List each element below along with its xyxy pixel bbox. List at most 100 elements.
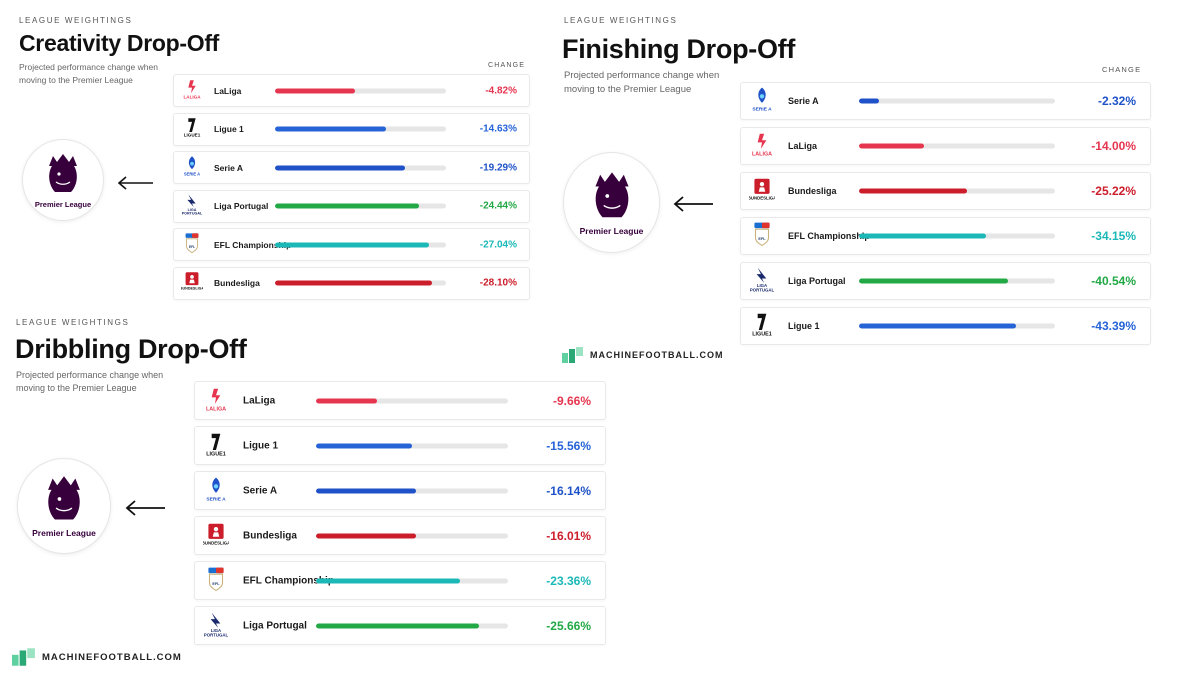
dribbling-panel: LEAGUE WEIGHTINGS Dribbling Drop-Off Pro… (0, 310, 620, 650)
svg-text:LIGUE1: LIGUE1 (184, 133, 201, 138)
bar-track (859, 233, 1055, 239)
league-name: EFL Championship (214, 239, 292, 250)
bar-track (316, 398, 508, 403)
svg-text:LIGUE1: LIGUE1 (752, 331, 772, 336)
bar-fill (859, 323, 1016, 329)
svg-text:LALIGA: LALIGA (752, 151, 772, 156)
change-value: -16.14% (546, 483, 591, 498)
svg-text:LALIGA: LALIGA (183, 94, 201, 99)
bar-fill (859, 233, 987, 239)
bar-track (859, 188, 1055, 194)
brand-text: MACHINEFOOTBALL.COM (590, 350, 724, 360)
bar-track (859, 143, 1055, 149)
league-row: BUNDESLIGA Bundesliga -16.01% (194, 516, 606, 555)
panel-title: Dribbling Drop-Off (15, 334, 247, 364)
panel-kicker: LEAGUE WEIGHTINGS (564, 16, 678, 25)
league-row: SERIE A Serie A -2.32% (740, 82, 1151, 120)
brand-text: MACHINEFOOTBALL.COM (42, 651, 182, 663)
serie-a-logo-icon: SERIE A (181, 154, 203, 181)
bar-fill (275, 242, 429, 247)
panel-subtitle: Projected performance change when moving… (19, 62, 158, 85)
bar-fill (859, 278, 1008, 284)
league-name: Ligue 1 (214, 124, 244, 134)
league-name: Bundesliga (243, 530, 297, 541)
panel-title: Creativity Drop-Off (19, 30, 220, 56)
efl-championship-logo-icon: EFL (203, 565, 229, 596)
league-name: LaLiga (214, 85, 242, 96)
change-value: -14.63% (479, 123, 517, 135)
bar-fill (859, 143, 924, 149)
change-value: -16.01% (546, 528, 591, 543)
league-row: LIGUE1 Ligue 1 -14.63% (173, 112, 530, 146)
league-name: Ligue 1 (788, 321, 820, 331)
league-name: LaLiga (243, 395, 276, 406)
bar-fill (275, 280, 433, 286)
league-row: LIGA PORTUGAL Liga Portugal -25.66% (194, 606, 606, 645)
svg-text:PORTUGAL: PORTUGAL (182, 212, 203, 215)
change-value: -19.29% (479, 162, 517, 173)
league-row: LALIGA LaLiga -4.82% (173, 74, 530, 107)
league-name: Bundesliga (214, 278, 260, 288)
league-row: LIGUE1 Ligue 1 -15.56% (194, 426, 606, 465)
league-row: LALIGA LaLiga -14.00% (740, 127, 1151, 165)
bar-fill (275, 88, 356, 93)
svg-text:SERIE A: SERIE A (206, 496, 226, 501)
change-value: -23.36% (546, 573, 591, 588)
change-header: CHANGE (488, 62, 526, 69)
bar-fill (316, 623, 480, 628)
ligue-1-logo-icon: LIGUE1 (749, 311, 775, 342)
premier-league-label: Premier League (32, 528, 96, 538)
league-row: LALIGA LaLiga -9.66% (194, 381, 606, 420)
league-name: Serie A (788, 96, 819, 106)
league-row: LIGA PORTUGAL Liga Portugal -40.54% (740, 262, 1151, 300)
bar-fill (859, 98, 879, 104)
panel-title: Finishing Drop-Off (562, 34, 796, 64)
laliga-logo-icon: LALIGA (749, 131, 775, 162)
league-row: LIGUE1 Ligue 1 -43.39% (740, 307, 1151, 345)
svg-text:EFL: EFL (212, 582, 220, 586)
league-name: Bundesliga (788, 186, 837, 196)
change-value: -24.44% (479, 200, 517, 212)
league-name: Liga Portugal (214, 201, 269, 211)
bar-track (275, 165, 446, 170)
ligue-1-logo-icon: LIGUE1 (203, 430, 229, 461)
bar-fill (316, 533, 416, 538)
premier-league-logo: Premier League (22, 139, 104, 221)
efl-championship-logo-icon: EFL (181, 231, 203, 258)
svg-text:BUNDESLIGA: BUNDESLIGA (749, 195, 775, 200)
arrow-left-icon (117, 176, 153, 190)
liga-portugal-logo-icon: LIGA PORTUGAL (181, 193, 203, 220)
change-value: -43.39% (1091, 319, 1136, 333)
league-row: BUNDESLIGA Bundesliga -25.22% (740, 172, 1151, 210)
bar-track (275, 88, 446, 93)
bundesliga-logo-icon: BUNDESLIGA (180, 270, 204, 297)
svg-text:BUNDESLIGA: BUNDESLIGA (203, 540, 229, 545)
laliga-logo-icon: LALIGA (203, 385, 229, 416)
bar-track (275, 126, 446, 132)
bar-track (275, 203, 446, 209)
bar-track (859, 98, 1055, 104)
league-name: Liga Portugal (788, 276, 846, 286)
change-value: -4.82% (485, 85, 517, 96)
bar-track (275, 280, 446, 286)
svg-text:LIGA: LIGA (757, 283, 768, 288)
liga-portugal-logo-icon: LIGA PORTUGAL (203, 610, 229, 641)
serie-a-logo-icon: SERIE A (203, 475, 229, 506)
change-value: -25.66% (546, 618, 591, 633)
brand-watermark: MACHINEFOOTBALL.COM (562, 347, 724, 363)
premier-league-label: Premier League (579, 225, 644, 236)
league-name: Serie A (214, 162, 243, 173)
league-row: BUNDESLIGA Bundesliga -28.10% (173, 266, 530, 300)
liga-portugal-logo-icon: LIGA PORTUGAL (749, 266, 775, 297)
bar-track (316, 533, 508, 538)
bar-fill (316, 398, 378, 403)
bundesliga-logo-icon: BUNDESLIGA (202, 520, 231, 551)
league-name: LaLiga (788, 141, 818, 151)
league-name: EFL Championship (243, 575, 334, 586)
bar-track (316, 578, 508, 583)
panel-kicker: LEAGUE WEIGHTINGS (16, 318, 130, 327)
svg-text:LIGUE1: LIGUE1 (206, 451, 226, 456)
lion-icon (594, 171, 629, 217)
change-value: -34.15% (1091, 229, 1136, 243)
bar-fill (316, 443, 412, 448)
